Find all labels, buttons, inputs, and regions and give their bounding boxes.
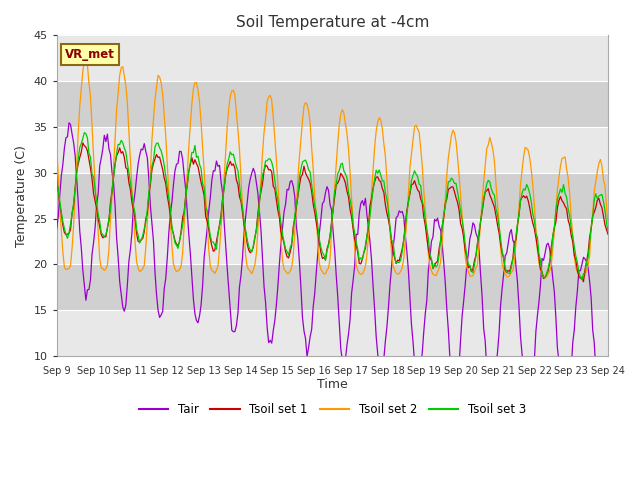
Bar: [57, 81, 608, 127]
Text: VR_met: VR_met: [65, 48, 115, 61]
Bar: [57, 264, 608, 310]
Bar: [57, 218, 608, 264]
Bar: [57, 36, 608, 81]
X-axis label: Time: Time: [317, 379, 348, 392]
Bar: [57, 310, 608, 356]
Title: Soil Temperature at -4cm: Soil Temperature at -4cm: [236, 15, 429, 30]
Bar: [57, 173, 608, 218]
Bar: [57, 127, 608, 173]
Legend: Tair, Tsoil set 1, Tsoil set 2, Tsoil set 3: Tair, Tsoil set 1, Tsoil set 2, Tsoil se…: [134, 398, 531, 420]
Y-axis label: Temperature (C): Temperature (C): [15, 145, 28, 247]
